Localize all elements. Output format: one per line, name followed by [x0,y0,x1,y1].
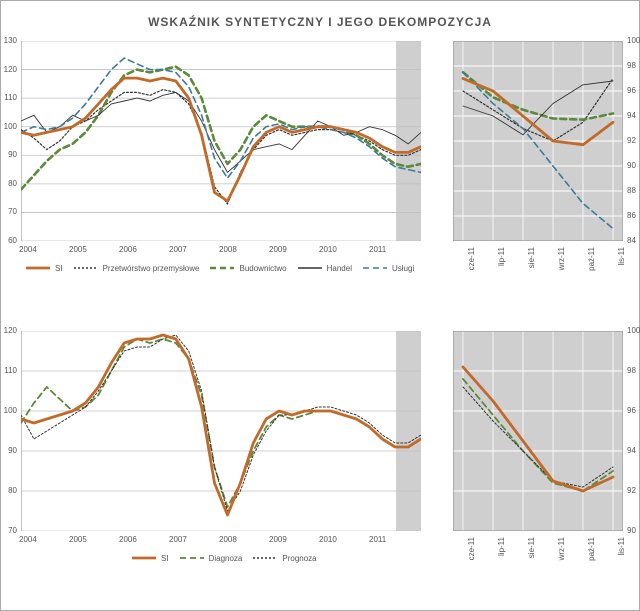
legend-label: SI [161,554,169,563]
x-tick-label: 2007 [169,245,187,254]
y-tick-label: 80 [0,486,17,495]
y-tick-label: 130 [0,36,17,45]
legend-label: Handel [327,264,352,273]
legend-label: Usługi [392,264,414,273]
y-tick-label: 94 [627,446,636,455]
y-tick-label: 96 [627,406,636,415]
x-tick-label: 2010 [319,535,337,544]
x-tick-label: 2010 [319,245,337,254]
chart-a-legend: SI Przetwórstwo przemysłowe Budownictwo Han… [25,263,435,273]
x-tick-label: wrz-11 [557,537,566,571]
chart-a-side [453,41,623,241]
x-tick-label: lip-11 [497,247,506,281]
y-tick-label: 110 [0,93,17,102]
y-tick-label: 90 [0,150,17,159]
y-tick-label: 98 [627,61,636,70]
legend-label: Diagnoza [209,554,243,563]
legend-item: Usługi [362,263,414,273]
y-tick-label: 94 [627,111,636,120]
y-tick-label: 80 [0,179,17,188]
x-tick-label: lis-11 [617,537,626,571]
x-tick-label: 2011 [369,535,386,544]
legend-item: Przetwórstwo przemysłowe [73,263,200,273]
legend-label: SI [55,264,63,273]
x-tick-label: 2009 [269,245,287,254]
y-tick-label: 100 [0,122,17,131]
x-tick-label: paź-11 [587,537,596,571]
chart-b-side [453,331,623,531]
x-tick-label: 2005 [69,535,87,544]
x-tick-label: 2008 [219,245,237,254]
y-tick-label: 92 [627,486,636,495]
x-tick-label: wrz-11 [557,247,566,281]
chart-b-legend: SI Diagnoza Prognoza [131,553,431,563]
y-tick-label: 70 [0,207,17,216]
x-tick-label: paź-11 [587,247,596,281]
y-tick-label: 90 [627,526,636,535]
y-tick-label: 100 [0,406,17,415]
y-tick-label: 96 [627,86,636,95]
x-tick-label: cze-11 [467,537,476,571]
legend-item: SI [131,553,169,563]
x-tick-label: 2011 [369,245,386,254]
y-tick-label: 88 [627,186,636,195]
y-tick-label: 90 [627,161,636,170]
y-tick-label: 120 [0,65,17,74]
x-tick-label: sie-11 [527,247,536,281]
y-tick-label: 60 [0,236,17,245]
y-tick-label: 100 [627,36,640,45]
legend-label: Budownictwo [239,264,286,273]
x-tick-label: lip-11 [497,537,506,571]
x-tick-label: sie-11 [527,537,536,571]
x-tick-label: 2006 [119,535,137,544]
legend-label: Prognoza [282,554,316,563]
y-tick-label: 70 [0,526,17,535]
y-tick-label: 98 [627,366,636,375]
y-tick-label: 86 [627,211,636,220]
y-tick-label: 92 [627,136,636,145]
x-tick-label: cze-11 [467,247,476,281]
x-tick-label: 2007 [169,535,187,544]
legend-item: Diagnoza [179,553,243,563]
x-tick-label: 2004 [19,245,37,254]
legend-item: Handel [297,263,352,273]
x-tick-label: 2004 [19,535,37,544]
chart-a-main [21,41,421,241]
y-tick-label: 120 [0,326,17,335]
page-title: WSKAŹNIK SYNTETYCZNY I JEGO DEKOMPOZYCJA [1,15,639,29]
x-tick-label: lis-11 [617,247,626,281]
chart-b-main [21,331,421,531]
legend-item: Prognoza [252,553,316,563]
legend-label: Przetwórstwo przemysłowe [103,264,200,273]
legend-item: Budownictwo [209,263,286,273]
y-tick-label: 100 [627,326,640,335]
legend-item: SI [25,263,63,273]
y-tick-label: 90 [0,446,17,455]
x-tick-label: 2005 [69,245,87,254]
x-tick-label: 2006 [119,245,137,254]
x-tick-label: 2008 [219,535,237,544]
y-tick-label: 110 [0,366,17,375]
y-tick-label: 84 [627,236,636,245]
x-tick-label: 2009 [269,535,287,544]
